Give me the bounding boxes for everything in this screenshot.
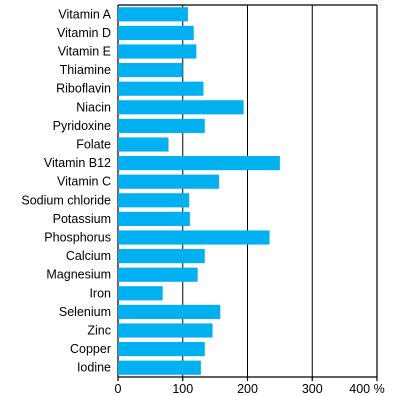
bar-potassium [118, 211, 190, 226]
bar-vitamin-c [118, 174, 220, 189]
bar-vitamin-a [118, 7, 188, 22]
category-label-vitamin-c: Vitamin C [57, 175, 111, 189]
bar-zinc [118, 323, 213, 338]
category-label-calcium: Calcium [66, 249, 111, 263]
x-tick-label-400: 400 % [349, 382, 384, 396]
category-labels: Vitamin A Vitamin D Vitamin E Thiamine Ribof… [21, 7, 111, 374]
category-label-thiamine: Thiamine [60, 63, 111, 77]
x-tick-label-200: 200 [237, 382, 258, 396]
bar-vitamin-e [118, 44, 197, 59]
category-label-iodine: Iodine [77, 361, 111, 375]
category-label-zinc: Zinc [87, 324, 111, 338]
category-label-pyridoxine: Pyridoxine [53, 119, 111, 133]
bar-iodine [118, 360, 201, 375]
category-label-niacin: Niacin [76, 100, 111, 114]
x-tick-label-300: 300 [302, 382, 323, 396]
bar-selenium [118, 304, 221, 319]
x-axis-ticks: 0 100 200 300 400 % [115, 377, 385, 396]
bar-magnesium [118, 267, 198, 282]
category-label-vitamin-d: Vitamin D [57, 26, 111, 40]
category-label-magnesium: Magnesium [46, 268, 111, 282]
category-label-sodium-chloride: Sodium chloride [21, 193, 111, 207]
bar-thiamine [118, 63, 183, 78]
bar-iron [118, 286, 163, 301]
bar-riboflavin [118, 81, 204, 96]
grid-layer [117, 4, 378, 378]
bar-vitamin-b12 [118, 156, 280, 171]
category-label-vitamin-b12: Vitamin B12 [44, 156, 111, 170]
category-label-folate: Folate [76, 138, 111, 152]
bar-phosphorus [118, 230, 270, 245]
bar-sodium-chloride [118, 193, 190, 208]
x-tick-label-100: 100 [172, 382, 193, 396]
category-label-copper: Copper [70, 342, 111, 356]
x-tick-label-0: 0 [115, 382, 122, 396]
category-label-selenium: Selenium [59, 305, 111, 319]
bar-layer [118, 7, 280, 375]
category-label-iron: Iron [89, 286, 111, 300]
category-label-potassium: Potassium [53, 212, 111, 226]
bar-copper [118, 342, 205, 357]
bar-pyridoxine [118, 118, 205, 133]
bar-folate [118, 137, 169, 152]
category-label-vitamin-e: Vitamin E [58, 45, 111, 59]
bar-niacin [118, 100, 244, 115]
category-label-phosphorus: Phosphorus [44, 231, 111, 245]
category-label-vitamin-a: Vitamin A [58, 7, 111, 21]
bar-vitamin-d [118, 25, 194, 40]
category-label-riboflavin: Riboflavin [56, 82, 111, 96]
bar-calcium [118, 249, 205, 264]
